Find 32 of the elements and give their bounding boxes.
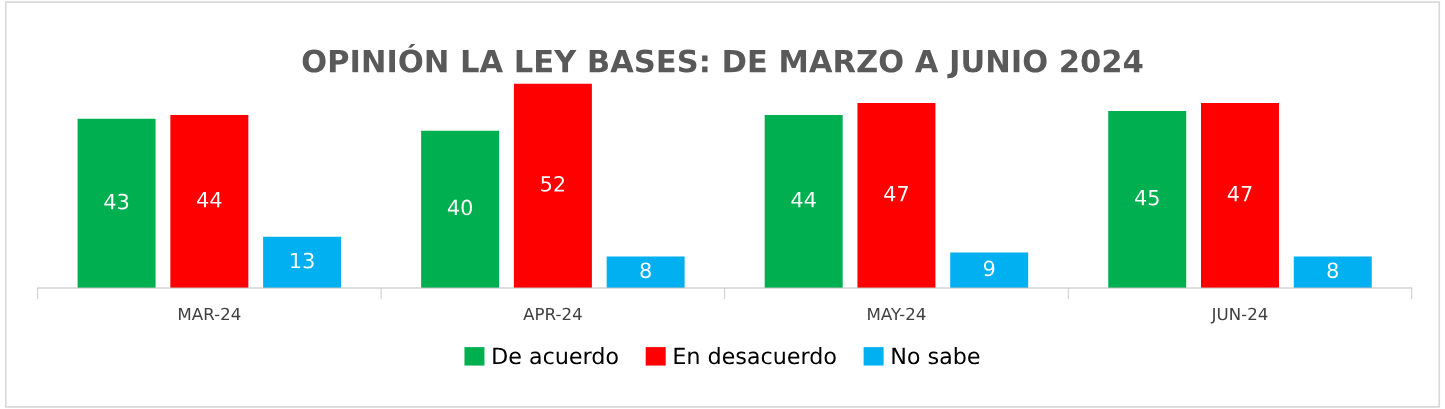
x-tick-label: APR-24: [523, 307, 582, 321]
bar: [857, 103, 936, 288]
bar: [170, 114, 249, 288]
bar: [513, 83, 592, 288]
data-label: 8: [1327, 262, 1338, 279]
bar: [421, 130, 500, 288]
x-tick-label: MAR-24: [179, 307, 241, 321]
data-label: 43: [104, 193, 129, 210]
bar: [606, 256, 685, 288]
chart-title: OPINIÓN LA LEY BASES: DE MARZO A JUNIO 2024: [302, 43, 1143, 79]
data-label: 47: [1227, 186, 1252, 202]
data-label: 40: [447, 199, 473, 216]
x-tick-label: MAY-24: [868, 307, 926, 321]
bar: [77, 118, 156, 288]
legend-label: No sabe: [892, 347, 980, 365]
bar: [1108, 110, 1187, 288]
bar: [1293, 256, 1372, 288]
bar: [1201, 103, 1279, 288]
data-label: 44: [197, 191, 222, 208]
data-label: 44: [791, 191, 816, 208]
data-label: 8: [640, 262, 651, 279]
bar: [950, 252, 1029, 288]
bar: [263, 236, 342, 288]
data-label: 45: [1135, 190, 1159, 206]
data-label: 52: [541, 175, 565, 192]
data-label: 47: [884, 186, 908, 202]
legend-label: De acuerdo: [493, 347, 618, 365]
x-tick-label: JUN-24: [1210, 307, 1268, 324]
data-label: 9: [983, 260, 995, 277]
legend-label: En desacuerdo: [674, 347, 836, 365]
data-label: 13: [291, 252, 314, 269]
bar: [764, 114, 843, 288]
